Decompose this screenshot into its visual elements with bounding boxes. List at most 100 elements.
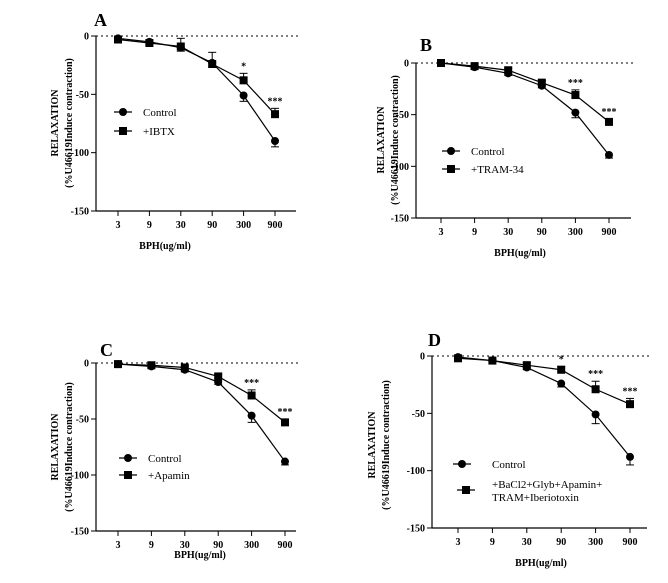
y-tick-label: 0 [404,59,409,70]
series-line-circle [457,356,631,458]
series-line-square [457,357,631,405]
x-tick-label: 30 [503,227,513,238]
legend-label: Control [148,453,182,465]
legend-label-line: TRAM+Iberiotoxin [492,492,579,504]
x-tick-label: 300 [244,540,259,551]
panel-letter: C [100,340,113,360]
y-axis-subtitle: (%U46619Induce contraction) [64,58,75,188]
data-point-circle [605,150,613,159]
y-axis-title: RELAXATION [367,411,378,479]
x-tick-label: 900 [278,540,293,551]
y-tick-label: 0 [420,352,425,363]
legend-label: +IBTX [143,126,175,138]
data-point-square [281,418,289,427]
panel-letter: B [420,35,432,55]
panel-a: A0 -50 -100 -150 3 9 30 90 300 900 BPH(ug/ml) RELAX… [50,10,300,252]
y-axis-subtitle: (%U46619Induce contraction) [64,382,75,512]
data-point-square [537,78,546,87]
y-tick-label: -100 [407,466,425,477]
y-axis-title: RELAXATION [50,413,61,481]
x-tick-label: 9 [147,220,152,231]
legend-marker-circle [119,108,127,116]
data-point-circle [247,411,256,420]
x-tick-label: 9 [149,540,154,551]
x-tick-label: 30 [180,540,190,551]
legend-marker-circle [458,460,466,468]
data-point-square [214,372,223,381]
y-tick-label: 0 [84,359,89,370]
significance-marker: *** [278,407,293,418]
legend-label: +Apamin [148,470,190,482]
y-tick-label: -150 [71,207,89,218]
y-tick-label: 0 [84,32,89,43]
legend-marker-circle [447,147,455,155]
data-point-square [271,110,279,119]
legend-label: Control [492,459,526,471]
legend-label-line: Control [492,459,526,471]
data-point-square [504,66,513,75]
x-tick-label: 3 [116,540,121,551]
data-point-square [470,62,479,71]
x-tick-label: 300 [588,537,603,548]
x-tick-label: 9 [472,227,477,238]
legend-label: Control [471,146,505,158]
data-point-square [571,91,580,100]
data-point-circle [557,379,566,388]
data-point-circle [571,108,580,117]
data-point-square [557,365,566,374]
y-axis-title: RELAXATION [50,89,61,157]
y-axis-subtitle: (%U46619Induce contraction) [390,75,401,205]
panel-d: D0 -50 -100 -150 3 9 30 90 300 900 BPH(ug/ml) RELAX… [367,330,651,569]
y-tick-label: -50 [76,415,89,426]
data-point-square [591,385,600,394]
x-axis-title: BPH(ug/ml) [174,550,226,561]
y-tick-label: -150 [391,214,409,225]
data-point-square [239,76,248,85]
x-tick-label: 3 [456,537,461,548]
x-tick-label: 300 [236,220,251,231]
data-point-square [145,39,154,47]
significance-marker: *** [602,107,617,118]
legend-label-line: Control [143,107,177,119]
data-point-circle [239,91,248,100]
legend-label-line: Control [148,453,182,465]
x-tick-label: 9 [490,537,495,548]
legend-label-line: +BaCl2+Glyb+Apamin+ [492,479,602,491]
data-point-square [114,360,122,369]
data-point-circle [591,410,600,419]
significance-marker: *** [568,78,583,89]
y-tick-label: -150 [71,527,89,538]
data-point-square [488,356,497,365]
data-point-square [437,59,445,67]
x-tick-label: 90 [207,220,217,231]
x-tick-label: 90 [537,227,547,238]
significance-marker: *** [268,96,283,107]
legend-marker-square [124,471,132,479]
data-point-square [176,42,185,51]
data-point-circle [626,452,634,461]
y-tick-label: -100 [71,471,89,482]
x-tick-label: 3 [116,220,121,231]
legend-marker-circle [124,454,132,462]
data-point-square [208,60,217,68]
y-axis-subtitle: (%U46619Induce contraction) [381,380,392,510]
x-tick-label: 300 [568,227,583,238]
x-tick-label: 900 [268,220,283,231]
data-point-square [605,117,613,126]
y-tick-label: -100 [71,148,89,159]
legend-label-line: +TRAM-34 [471,164,524,176]
series-line-square [117,363,286,423]
x-tick-label: 900 [602,227,617,238]
panel-letter: D [428,330,441,350]
data-point-square [247,391,256,400]
panel-letter: A [94,10,107,30]
panel-b: B0 -50 -100 -150 3 9 30 90 300 900 BPH(ug/ml) RELAX… [376,35,635,259]
y-tick-label: -50 [396,110,409,121]
data-point-circle [271,137,279,145]
significance-marker: *** [623,386,638,397]
y-tick-label: -100 [391,162,409,173]
y-tick-label: -50 [76,90,89,101]
legend-marker-square [447,165,455,173]
x-axis-title: BPH(ug/ml) [515,558,567,569]
y-axis-title: RELAXATION [376,106,387,174]
